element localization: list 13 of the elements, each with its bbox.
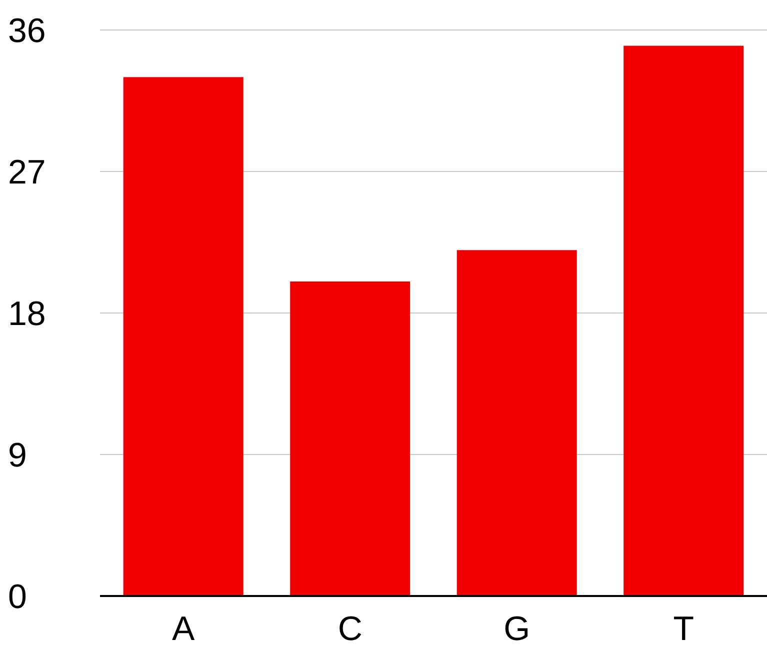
- y-tick-label: 36: [8, 12, 46, 50]
- bar: [456, 250, 577, 596]
- x-tick-label: G: [504, 610, 530, 648]
- y-tick-label: 9: [8, 436, 27, 475]
- y-tick-label: 0: [8, 578, 27, 616]
- x-tick-label: A: [172, 610, 196, 648]
- bar: [290, 282, 410, 596]
- y-tick-label: 27: [8, 154, 46, 192]
- x-tick-label: T: [673, 610, 694, 648]
- x-tick-label: C: [338, 610, 362, 648]
- y-tick-label: 18: [8, 295, 46, 334]
- bar: [123, 77, 244, 596]
- bar: [624, 46, 744, 596]
